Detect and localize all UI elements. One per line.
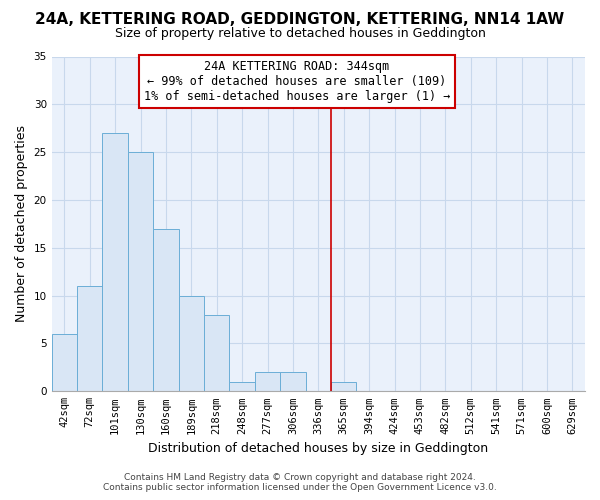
Bar	[229, 382, 255, 392]
Bar	[103, 133, 128, 392]
Bar	[204, 315, 229, 392]
Text: Size of property relative to detached houses in Geddington: Size of property relative to detached ho…	[115, 28, 485, 40]
Bar	[331, 382, 356, 392]
Bar	[255, 372, 280, 392]
Bar	[52, 334, 77, 392]
Bar	[77, 286, 103, 392]
Bar	[280, 372, 305, 392]
Bar	[128, 152, 153, 392]
X-axis label: Distribution of detached houses by size in Geddington: Distribution of detached houses by size …	[148, 442, 488, 455]
Text: 24A KETTERING ROAD: 344sqm
← 99% of detached houses are smaller (109)
1% of semi: 24A KETTERING ROAD: 344sqm ← 99% of deta…	[144, 60, 450, 103]
Y-axis label: Number of detached properties: Number of detached properties	[15, 126, 28, 322]
Bar	[153, 228, 179, 392]
Text: 24A, KETTERING ROAD, GEDDINGTON, KETTERING, NN14 1AW: 24A, KETTERING ROAD, GEDDINGTON, KETTERI…	[35, 12, 565, 28]
Text: Contains HM Land Registry data © Crown copyright and database right 2024.
Contai: Contains HM Land Registry data © Crown c…	[103, 473, 497, 492]
Bar	[179, 296, 204, 392]
